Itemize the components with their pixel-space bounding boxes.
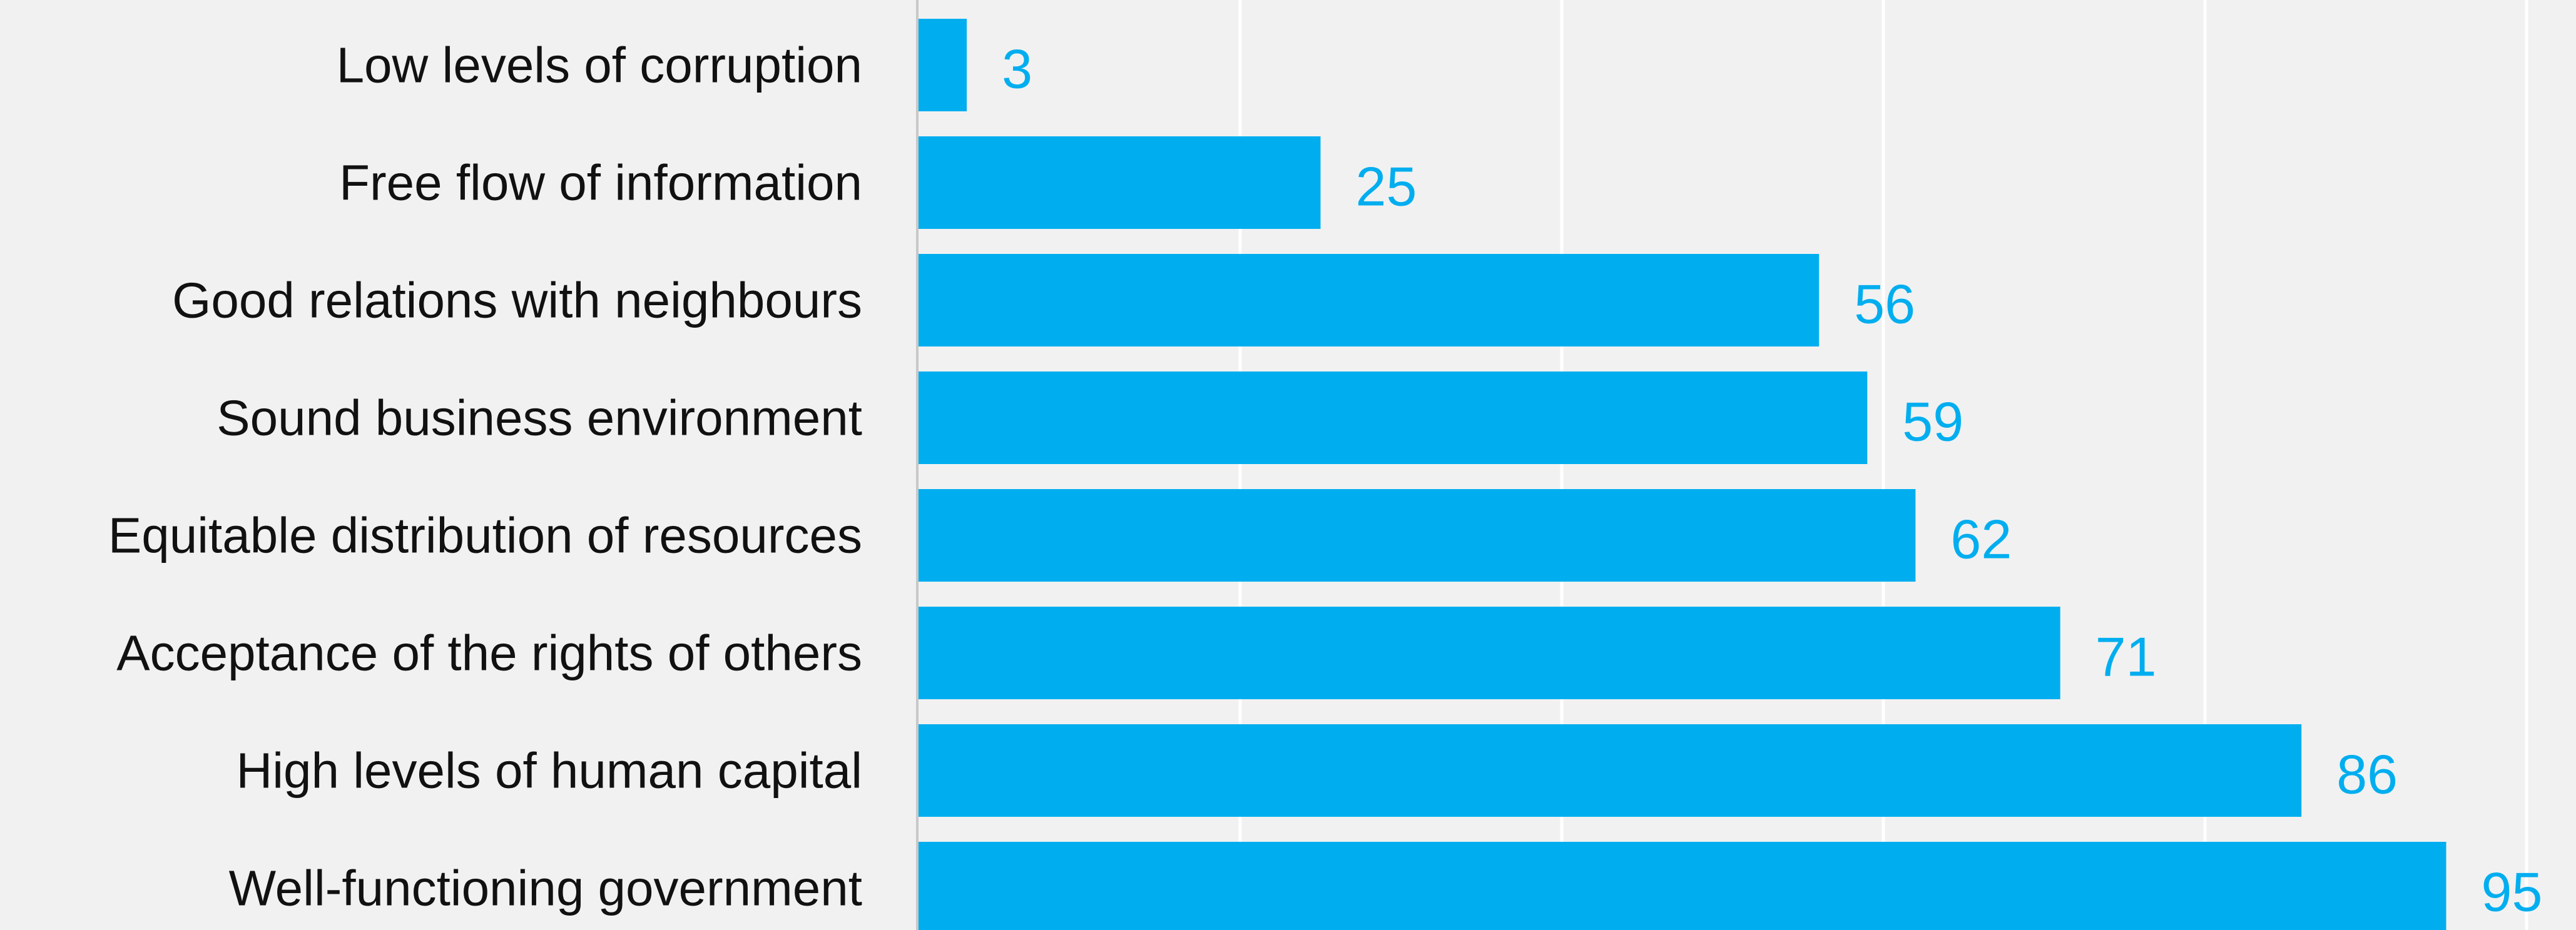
value-label: 71: [2095, 626, 2157, 688]
bar: [919, 489, 1916, 582]
value-label: 56: [1854, 273, 1915, 335]
category-label: Sound business environment: [216, 390, 862, 446]
value-label: 95: [2482, 861, 2543, 923]
bar: [919, 607, 2060, 699]
value-label: 59: [1902, 391, 1963, 453]
category-label: Good relations with neighbours: [172, 273, 862, 328]
category-label: Low levels of corruption: [337, 38, 862, 93]
value-label: 3: [1002, 38, 1032, 100]
category-label: High levels of human capital: [236, 743, 862, 799]
value-label: 62: [1950, 508, 2012, 570]
bar: [919, 254, 1820, 346]
value-labels: 3 25 56 59 62 71 86 95: [1002, 38, 2542, 923]
category-label: Acceptance of the rights of others: [116, 625, 862, 681]
value-label: 86: [2336, 744, 2398, 806]
bar: [919, 842, 2446, 930]
category-label: Equitable distribution of resources: [108, 508, 862, 564]
value-label: 25: [1356, 156, 1417, 218]
category-label: Well-functioning government: [229, 861, 862, 916]
bar: [919, 371, 1868, 464]
category-labels: Low levels of corruption Free flow of inf…: [108, 38, 862, 916]
bar: [919, 136, 1321, 229]
category-label: Free flow of information: [339, 155, 862, 211]
bar: [919, 19, 967, 111]
bar: [919, 724, 2302, 817]
bars: [919, 19, 2446, 930]
